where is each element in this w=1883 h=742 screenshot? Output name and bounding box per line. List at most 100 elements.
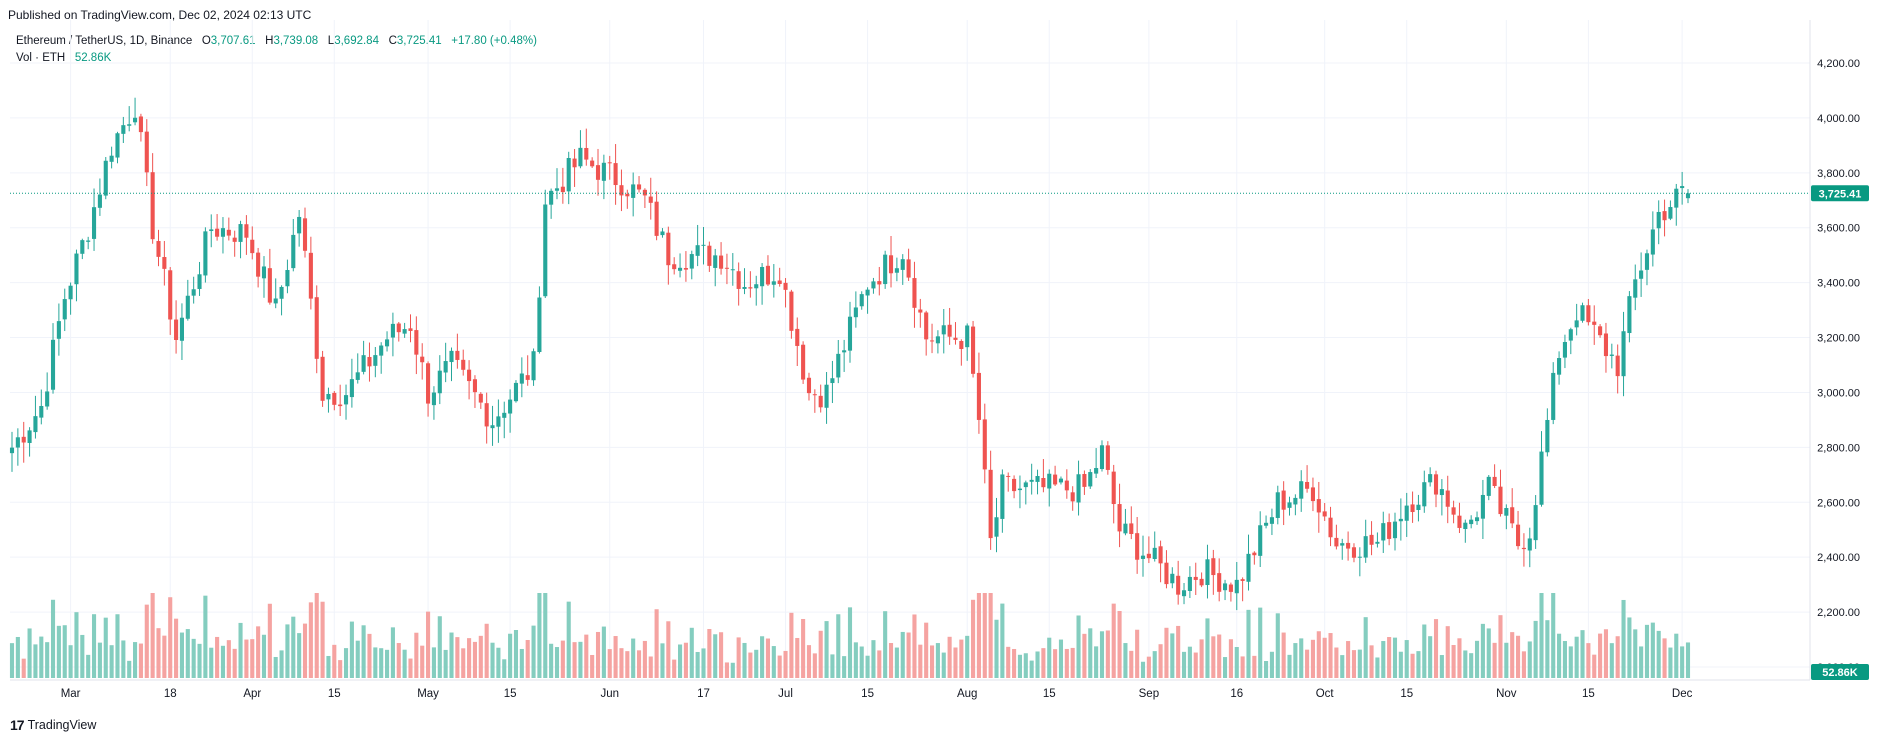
volume-bar bbox=[27, 628, 32, 678]
candle-body bbox=[179, 317, 184, 341]
volume-bar bbox=[1053, 649, 1058, 678]
candle-body bbox=[420, 356, 425, 363]
candle-body bbox=[1680, 186, 1685, 189]
volume-bar bbox=[279, 650, 284, 678]
volume-bar bbox=[1082, 633, 1087, 678]
candle-body bbox=[338, 404, 343, 407]
candle-body bbox=[291, 234, 296, 269]
candle-body bbox=[513, 382, 519, 402]
candle-body bbox=[695, 245, 700, 256]
candle-body bbox=[168, 270, 173, 320]
volume-bar bbox=[742, 642, 747, 678]
volume-bar bbox=[297, 633, 302, 678]
volume-bar bbox=[1035, 651, 1040, 678]
volume-bar bbox=[56, 625, 61, 678]
candle-body bbox=[472, 379, 478, 393]
candle-body bbox=[719, 255, 724, 269]
candle-body bbox=[1217, 573, 1222, 592]
volume-bar bbox=[1258, 607, 1263, 678]
candle-body bbox=[1621, 331, 1626, 377]
volume-bar bbox=[91, 614, 97, 678]
volume-bar bbox=[1293, 643, 1298, 678]
volume-bar bbox=[62, 625, 67, 678]
candle-body bbox=[730, 269, 735, 271]
volume-bar bbox=[1287, 654, 1292, 678]
candle-body bbox=[666, 232, 671, 266]
candle-body bbox=[402, 329, 407, 334]
candle-body bbox=[461, 359, 466, 370]
candle-body bbox=[1381, 523, 1386, 541]
candle-body bbox=[297, 216, 302, 234]
price-tick-label: 2,600.00 bbox=[1817, 497, 1860, 509]
candles bbox=[9, 97, 1691, 611]
volume-bar bbox=[133, 642, 138, 678]
candle-body bbox=[1422, 482, 1427, 507]
candle-body bbox=[1193, 576, 1198, 580]
time-tick-label: Apr bbox=[243, 688, 261, 700]
volume-bar bbox=[1416, 651, 1421, 678]
volume-bar bbox=[1135, 629, 1140, 678]
candle-body bbox=[1258, 525, 1263, 556]
volume-bar bbox=[121, 640, 126, 678]
volume-bar bbox=[888, 643, 894, 678]
candle-body bbox=[1363, 536, 1368, 558]
volume-bar bbox=[543, 593, 548, 678]
candle-body bbox=[1211, 558, 1216, 576]
candle-body bbox=[1609, 354, 1614, 356]
volume-bar bbox=[789, 612, 794, 678]
volume-label[interactable]: Vol · ETH bbox=[16, 52, 66, 64]
volume-bar bbox=[1457, 638, 1462, 678]
volume-bar bbox=[695, 651, 700, 678]
volume-bar bbox=[490, 642, 495, 678]
time-tick-label: 15 bbox=[1582, 688, 1595, 700]
candle-body bbox=[431, 392, 436, 406]
volume-bar bbox=[373, 647, 378, 678]
volume-bar bbox=[1516, 635, 1521, 678]
candle-body bbox=[449, 350, 454, 363]
candle-body bbox=[1310, 487, 1316, 502]
candle-body bbox=[209, 229, 214, 232]
volume-bar bbox=[748, 652, 753, 678]
volume-bar bbox=[191, 638, 196, 678]
volume-bar bbox=[1510, 632, 1515, 678]
candle-body bbox=[508, 399, 513, 414]
volume-bar bbox=[484, 623, 489, 678]
candle-body bbox=[1105, 445, 1110, 470]
volume-bar bbox=[1680, 646, 1685, 678]
volume-bar bbox=[420, 645, 425, 678]
volume-bar bbox=[736, 637, 741, 678]
candle-body bbox=[1557, 358, 1562, 375]
candle-body bbox=[1135, 533, 1140, 560]
symbol-label[interactable]: Ethereum / TetherUS, 1D, Binance bbox=[16, 35, 193, 47]
price-tick-label: 3,400.00 bbox=[1817, 278, 1860, 290]
candle-body bbox=[1111, 471, 1116, 505]
volume-bar bbox=[256, 626, 261, 678]
volume-bar bbox=[1099, 631, 1105, 678]
candle-body bbox=[443, 361, 448, 373]
volume-bar bbox=[1504, 642, 1509, 678]
candle-body bbox=[549, 190, 554, 205]
tradingview-brand[interactable]: TradingView bbox=[27, 718, 97, 732]
tradingview-logo-icon[interactable]: 17 bbox=[10, 717, 25, 733]
time-tick-label: 15 bbox=[328, 688, 341, 700]
candle-body bbox=[613, 163, 618, 186]
volume-bar bbox=[215, 636, 220, 678]
volume-bar bbox=[174, 618, 179, 678]
candle-body bbox=[701, 244, 706, 246]
price-tick-label: 4,200.00 bbox=[1817, 58, 1860, 70]
volume-bar bbox=[572, 642, 577, 678]
candle-body bbox=[1498, 486, 1503, 515]
candle-body bbox=[1545, 419, 1550, 453]
candle-body bbox=[631, 184, 636, 198]
volume-bar bbox=[308, 602, 313, 678]
volume-bar bbox=[226, 640, 231, 678]
candle-body bbox=[1580, 305, 1585, 321]
time-tick-label: Jun bbox=[600, 688, 619, 700]
low-label: L bbox=[327, 35, 335, 47]
candle-body bbox=[1463, 522, 1468, 530]
volume-bar bbox=[513, 630, 519, 678]
volume-bar bbox=[1346, 641, 1351, 678]
candle-body bbox=[1222, 583, 1228, 591]
candle-body bbox=[607, 162, 612, 164]
